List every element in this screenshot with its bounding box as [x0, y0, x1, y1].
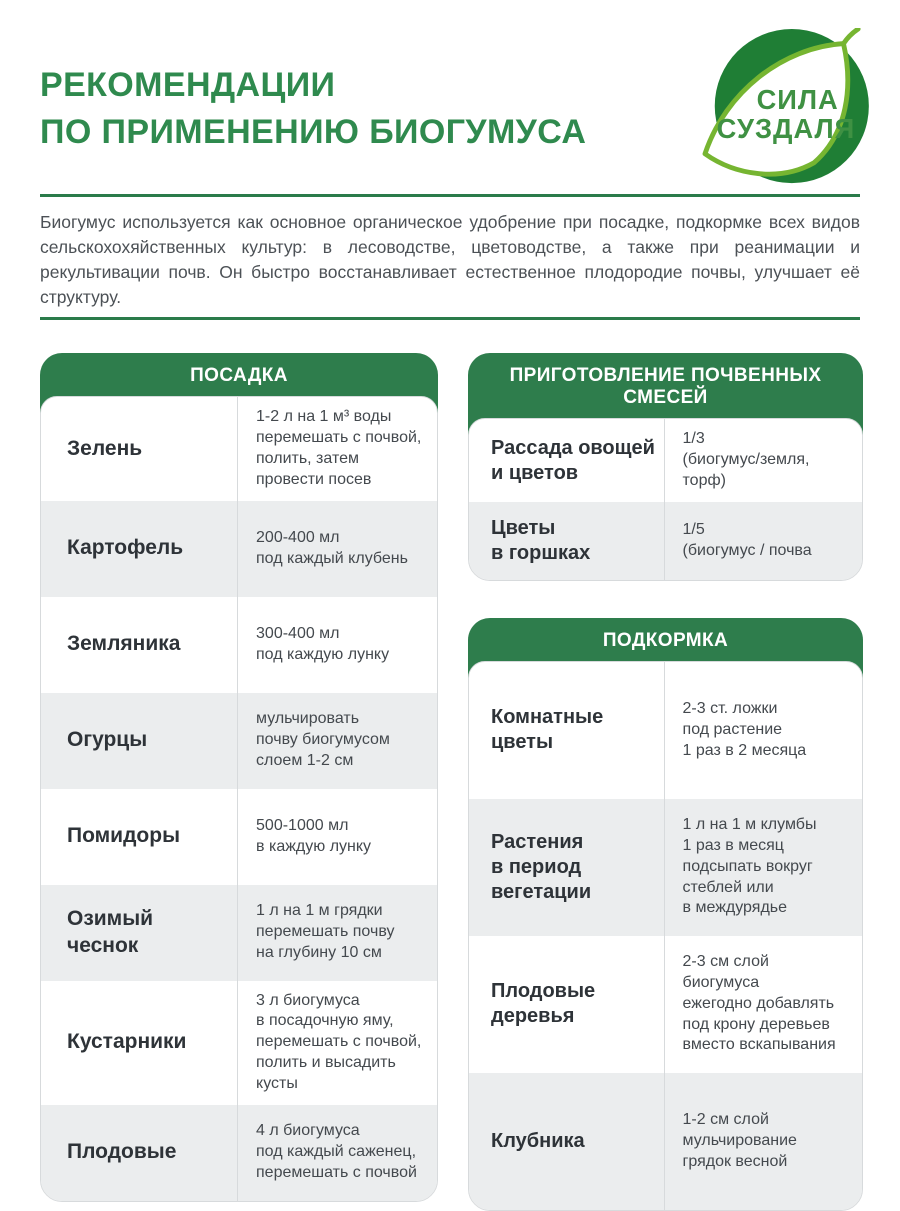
row-value: 1/5 (биогумус / почва — [663, 501, 862, 580]
row-value: 1/3 (биогумус/земля, торф) — [663, 419, 862, 502]
brand-logo: СИЛА СУЗДАЛЯ — [702, 28, 869, 184]
row-label: Картофель — [67, 536, 184, 560]
row-value: 1-2 см слой мульчирование грядок весной — [663, 1072, 862, 1210]
leaf-icon — [702, 41, 851, 177]
row-value: 1 л на 1 м клумбы 1 раз в месяц подсыпат… — [663, 798, 862, 936]
table-row: Зелень 1-2 л на 1 м³ воды перемешать с п… — [41, 397, 437, 501]
table-soil-mixes-header: ПРИГОТОВЛЕНИЕ ПОЧВЕННЫХ СМЕСЕЙ — [468, 353, 863, 436]
table-planting: ПОСАДКА Зелень 1-2 л на 1 м³ воды переме… — [40, 353, 438, 1202]
row-value: мульчировать почву биогумусом слоем 1-2 … — [237, 692, 437, 789]
page-title-line2: ПО ПРИМЕНЕНИЮ БИОГУМУСА — [40, 112, 587, 151]
row-label: Растения в период вегетации — [491, 830, 592, 903]
row-value: 2-3 см слой биогумуса ежегодно добавлять… — [663, 935, 862, 1073]
table-row: Картофель 200-400 мл под каждый клубень — [41, 500, 437, 597]
row-value: 500-1000 мл в каждую лунку — [237, 788, 437, 885]
row-label: Плодовые — [67, 1140, 177, 1164]
logo-text-line2: СУЗДАЛЯ — [717, 113, 856, 144]
row-value: 2-3 ст. ложки под растение 1 раз в 2 мес… — [663, 661, 862, 799]
row-value: 3 л биогумуса в посадочную яму, перемеша… — [237, 980, 437, 1105]
row-label: Земляника — [67, 632, 181, 656]
row-label: Цветы в горшках — [491, 516, 591, 564]
table-feeding-body: Комнатные цветы 2-3 ст. ложки под растен… — [468, 660, 863, 1211]
row-label: Комнатные цветы — [491, 706, 604, 754]
table-soil-mixes-body: Рассада овощей и цветов 1/3 (биогумус/зе… — [468, 418, 863, 581]
table-row: Растения в период вегетации 1 л на 1 м к… — [469, 798, 862, 936]
table-row: Плодовые 4 л биогумуса под каждый сажене… — [41, 1104, 437, 1201]
page-header: РЕКОМЕНДАЦИИ ПО ПРИМЕНЕНИЮ БИОГУМУСА СИЛ… — [0, 0, 900, 186]
table-row: Огурцы мульчировать почву биогумусом сло… — [41, 692, 437, 789]
leaf-stem-icon — [841, 28, 861, 47]
row-value: 4 л биогумуса под каждый саженец, переме… — [237, 1104, 437, 1201]
row-label: Помидоры — [67, 824, 181, 848]
row-value: 1 л на 1 м грядки перемешать почву на гл… — [237, 884, 437, 981]
divider-top — [40, 194, 860, 197]
table-row: Земляника 300-400 мл под каждую лунку — [41, 596, 437, 693]
table-row: Озимый чеснок 1 л на 1 м грядки перемеша… — [41, 884, 437, 981]
row-value: 200-400 мл под каждый клубень — [237, 500, 437, 597]
table-planting-body: Зелень 1-2 л на 1 м³ воды перемешать с п… — [40, 396, 438, 1202]
page-title-line1: РЕКОМЕНДАЦИИ — [40, 66, 336, 104]
intro-paragraph: Биогумус используется как основное орган… — [40, 212, 860, 307]
table-row: Цветы в горшках 1/5 (биогумус / почва — [469, 501, 862, 580]
row-label: Кустарники — [67, 1030, 187, 1054]
table-row: Плодовые деревья 2-3 см слой биогумуса е… — [469, 935, 862, 1073]
table-row: Кустарники 3 л биогумуса в посадочную ям… — [41, 980, 437, 1105]
row-value: 300-400 мл под каждую лунку — [237, 596, 437, 693]
row-label: Клубника — [491, 1129, 585, 1152]
left-column: ПОСАДКА Зелень 1-2 л на 1 м³ воды переме… — [40, 353, 438, 1202]
right-column: ПРИГОТОВЛЕНИЕ ПОЧВЕННЫХ СМЕСЕЙ Рассада о… — [468, 353, 863, 1211]
page-title: РЕКОМЕНДАЦИИ ПО ПРИМЕНЕНИЮ БИОГУМУСА — [40, 62, 586, 156]
divider-bottom — [40, 317, 860, 321]
table-row: Помидоры 500-1000 мл в каждую лунку — [41, 788, 437, 885]
table-row: Комнатные цветы 2-3 ст. ложки под растен… — [469, 661, 862, 799]
row-label: Зелень — [67, 436, 143, 460]
row-value: 1-2 л на 1 м³ воды перемешать с почвой, … — [237, 397, 437, 501]
row-label: Рассада овощей и цветов — [491, 436, 655, 484]
table-soil-mixes: ПРИГОТОВЛЕНИЕ ПОЧВЕННЫХ СМЕСЕЙ Рассада о… — [468, 353, 863, 581]
table-row: Рассада овощей и цветов 1/3 (биогумус/зе… — [469, 419, 862, 502]
row-label: Озимый чеснок — [67, 907, 154, 957]
row-label: Плодовые деревья — [491, 980, 596, 1028]
content: ПОСАДКА Зелень 1-2 л на 1 м³ воды переме… — [40, 353, 863, 1211]
logo-text-line1: СИЛА — [757, 84, 839, 115]
table-feeding: ПОДКОРМКА Комнатные цветы 2-3 ст. ложки … — [468, 617, 863, 1211]
row-label: Огурцы — [67, 728, 148, 752]
table-row: Клубника 1-2 см слой мульчирование грядо… — [469, 1072, 862, 1210]
